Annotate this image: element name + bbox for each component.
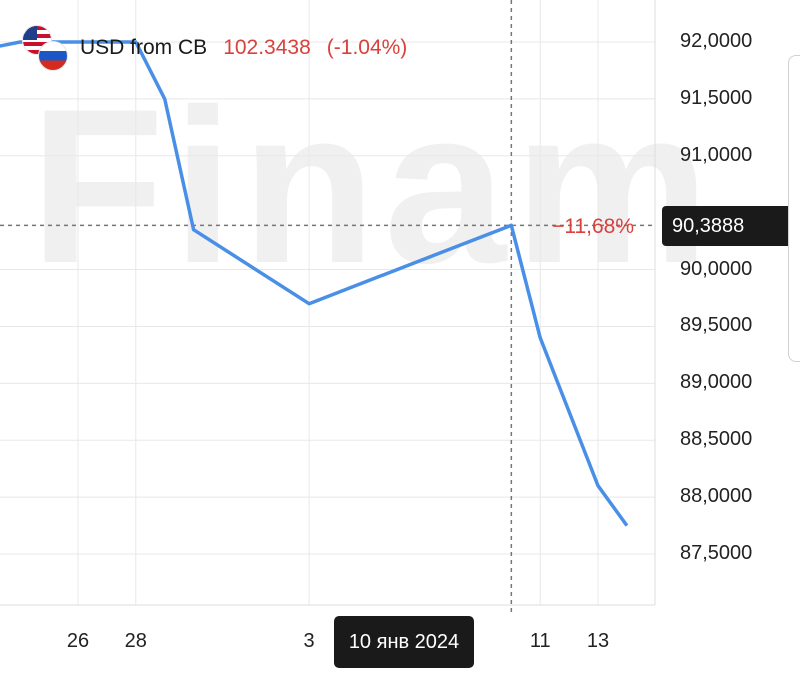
y-tick-label: 89,5000 [680, 314, 753, 337]
y-tick-label: 88,0000 [680, 485, 753, 508]
y-tick-label: 90,0000 [680, 257, 753, 280]
x-tick-label: 3 [303, 630, 315, 652]
currency-flags [22, 25, 70, 71]
current-price: 102.3438 [223, 36, 311, 59]
crosshair-percent-label: −11,68% [552, 215, 634, 238]
y-tick-label: 91,5000 [680, 86, 753, 109]
price-change: (-1.04%) [326, 36, 408, 59]
y-tick-label: 88,5000 [680, 428, 753, 451]
series-line [0, 40, 629, 527]
x-tick-label: 11 [529, 630, 551, 652]
side-panel-handle[interactable] [788, 55, 800, 362]
y-tick-label: 92,0000 [680, 30, 753, 52]
chart-header: USD from CB 102.3438 (-1.04%) [22, 25, 408, 71]
x-tick-label: 13 [586, 630, 610, 652]
y-tick-label: 89,0000 [680, 371, 753, 394]
ticker-name: USD from CB [80, 36, 208, 59]
x-tick-label: 28 [124, 630, 147, 652]
crosshair-price-badge: 90,3888 [662, 206, 794, 246]
y-tick-label: 91,0000 [680, 143, 753, 166]
x-tick-label: 26 [66, 630, 90, 652]
ru-flag-icon [38, 41, 68, 71]
crosshair-date-badge: 10 янв 2024 [334, 616, 474, 668]
y-tick-label: 87,5000 [680, 542, 753, 564]
